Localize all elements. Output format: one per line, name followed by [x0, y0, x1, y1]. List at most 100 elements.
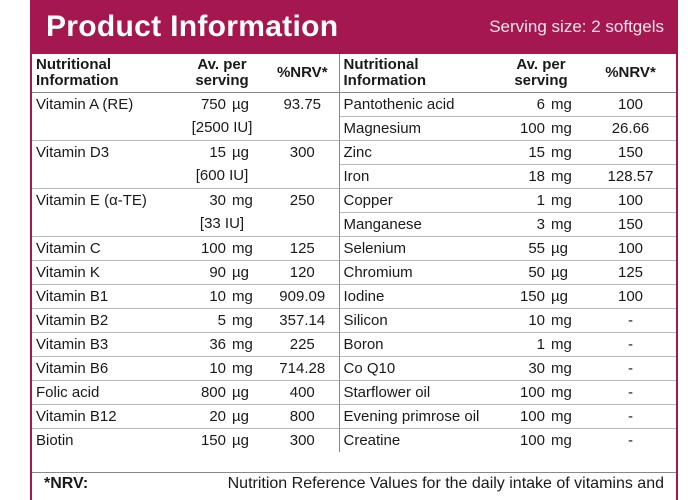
amount-unit: mg: [547, 187, 585, 212]
table-row: Folic acid 800 µg 400 Starflower oil 100 mg -: [32, 379, 676, 404]
amount-value: 1: [497, 187, 547, 212]
nutrient-name: Starflower oil: [338, 379, 497, 404]
nrv-value: 100: [585, 187, 676, 212]
amount-unit: mg: [547, 427, 585, 452]
nrv-value: -: [585, 379, 676, 404]
table-header-row: Nutritional Information Av. per serving …: [32, 54, 676, 93]
table-row: Vitamin E (α-TE) 30 mg 250 Copper 1 mg 100: [32, 187, 676, 212]
nutrient-name: Pantothenic acid: [338, 92, 497, 116]
amount-unit: mg: [547, 163, 585, 188]
nutrient-name: Iron: [338, 163, 497, 188]
nrv-value: 100: [585, 283, 676, 308]
nutrition-table: Nutritional Information Av. per serving …: [32, 54, 676, 452]
nrv-value: -: [585, 307, 676, 332]
nrv-value: 400: [266, 379, 339, 404]
table-row: Vitamin B12 20 µg 800 Evening primrose oil 10…: [32, 403, 676, 428]
col-header-nutrient-right: Nutritional Information: [338, 54, 497, 93]
nrv-value: 150: [585, 211, 676, 236]
nrv-value: 300: [266, 139, 339, 164]
nutrient-name: Iodine: [338, 283, 497, 308]
amount-value: 15: [497, 139, 547, 164]
amount-value: 30: [178, 187, 228, 212]
amount-unit: mg: [551, 95, 572, 113]
amount-unit: µg: [228, 259, 266, 284]
amount-unit: µg: [228, 403, 266, 428]
col-header-nrv: %NRV*: [266, 54, 339, 93]
amount-unit: mg: [547, 331, 585, 356]
amount-value: 800: [178, 379, 228, 404]
col-header-amount-line1: Av. per: [197, 55, 247, 73]
product-info-panel: Product Information Serving size: 2 soft…: [30, 0, 678, 500]
nrv-value: [266, 116, 339, 140]
nutrient-name: Vitamin C: [32, 235, 178, 260]
amount-value: 90: [178, 259, 228, 284]
nutrient-name: Folic acid: [32, 379, 178, 404]
nrv-value: 120: [266, 259, 339, 284]
nrv-value: -: [585, 331, 676, 356]
amount-unit: mg: [547, 355, 585, 380]
amount-value: 100: [497, 427, 547, 452]
table-row: [33 IU] Manganese 3 mg 150: [32, 211, 676, 236]
table-row: Vitamin D3 15 µg 300 Zinc 15 mg 150: [32, 139, 676, 164]
amount-unit: mg: [228, 355, 266, 380]
nutrient-name: [32, 164, 178, 188]
nutrient-name: Evening primrose oil: [338, 403, 497, 428]
nrv-value: 100: [617, 95, 644, 113]
amount-unit: mg: [228, 235, 266, 260]
nrv-value: 800: [266, 403, 339, 428]
col-header-nutrient-line1: Nutritional: [36, 55, 111, 73]
amount-value: 750: [200, 95, 226, 113]
amount-value: 10: [178, 355, 228, 380]
table-body: Vitamin A (RE) 750 µg 93.75 Pantothenic acid…: [32, 92, 676, 452]
nrv-value: 93.75: [283, 95, 322, 113]
nutrient-name: Biotin: [32, 427, 178, 452]
amount-iu: [600 IU]: [195, 167, 249, 185]
amount-unit: µg: [547, 235, 585, 260]
amount-value: 150: [497, 283, 547, 308]
amount-unit: mg: [228, 283, 266, 308]
nrv-value: 300: [266, 427, 339, 452]
nutrient-name: Vitamin B6: [32, 355, 178, 380]
amount-unit: µg: [547, 259, 585, 284]
col-header-nutrient-right-line2: Information: [343, 71, 427, 89]
table-row: Vitamin B3 36 mg 225 Boron 1 mg -: [32, 331, 676, 356]
nrv-value: 125: [585, 259, 676, 284]
nutrient-name: Vitamin B3: [32, 331, 178, 356]
amount-iu: [33 IU]: [199, 215, 245, 233]
amount-unit: mg: [547, 379, 585, 404]
col-header-amount-right-line1: Av. per: [516, 55, 566, 73]
header-bar: Product Information Serving size: 2 soft…: [32, 0, 676, 54]
nrv-value: 100: [585, 235, 676, 260]
amount-unit: µg: [228, 427, 266, 452]
table-row: [2500 IU] Magnesium 100 mg 26.66: [32, 115, 676, 140]
footnote-text: Nutrition Reference Values for the daily…: [227, 475, 664, 492]
amount-unit: mg: [228, 331, 266, 356]
nutrient-name: Silicon: [338, 307, 497, 332]
nrv-value: -: [585, 427, 676, 452]
amount-value: 3: [497, 211, 547, 236]
col-header-amount-right-line2: serving: [514, 71, 568, 89]
amount-value: 30: [497, 355, 547, 380]
nutrient-name: Manganese: [338, 211, 497, 236]
table-row: Vitamin C 100 mg 125 Selenium 55 µg 100: [32, 235, 676, 260]
table-row: Vitamin B1 10 mg 909.09 Iodine 150 µg 100: [32, 283, 676, 308]
table-row: Biotin 150 µg 300 Creatine 100 mg -: [32, 427, 676, 452]
col-header-amount-right: Av. per serving: [497, 54, 585, 93]
amount-unit: µg: [232, 95, 249, 113]
nrv-value: 125: [266, 235, 339, 260]
nutrient-name: Vitamin D3: [32, 139, 178, 164]
amount-unit: µg: [228, 139, 266, 164]
amount-value: 10: [178, 283, 228, 308]
nrv-value: 26.66: [585, 115, 676, 140]
amount-unit: mg: [547, 403, 585, 428]
nutrient-name: Vitamin B2: [32, 307, 178, 332]
amount-value: 20: [178, 403, 228, 428]
amount-unit: µg: [228, 379, 266, 404]
amount-value: 5: [178, 307, 228, 332]
nrv-value: [266, 212, 339, 236]
nutrient-name: Boron: [338, 331, 497, 356]
table-row: Vitamin K 90 µg 120 Chromium 50 µg 125: [32, 259, 676, 284]
amount-iu: [2500 IU]: [191, 119, 253, 137]
serving-size: Serving size: 2 softgels: [489, 17, 664, 36]
nrv-value: 225: [266, 331, 339, 356]
